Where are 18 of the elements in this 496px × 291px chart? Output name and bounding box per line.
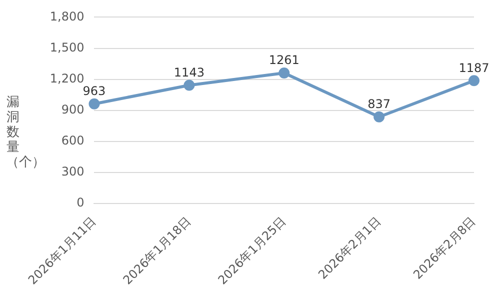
y-tick-label: 0 [76,196,84,210]
point [184,80,195,91]
data-label: 1187 [458,60,490,75]
y-tick-label: 1,500 [50,40,84,54]
data-label: 1143 [174,65,204,80]
point [468,75,480,86]
y-tick-label: 1,800 [50,9,84,24]
y-tick-label: 300 [61,164,84,179]
point [374,111,385,122]
y-axis-title: 漏洞数量（个） [6,95,45,170]
data-label: 837 [368,97,391,112]
data-label: 963 [82,84,106,98]
point [278,68,290,79]
y-tick-label: 900 [61,102,84,117]
y-tick-label: 600 [61,134,84,148]
y-tick-label: 1,200 [50,71,84,86]
point [88,98,100,110]
data-label: 1261 [268,53,300,68]
